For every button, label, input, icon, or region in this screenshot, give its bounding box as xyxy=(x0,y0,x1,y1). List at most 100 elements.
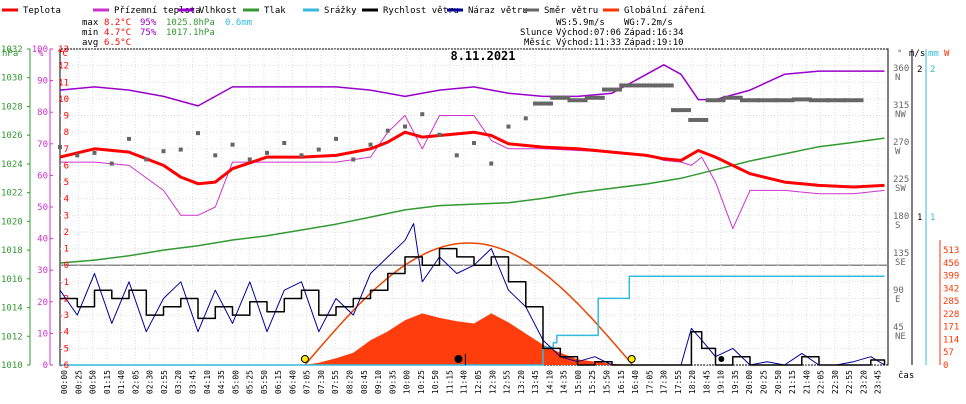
x-tick-label: 02:55 xyxy=(160,370,169,394)
legend-label: Vlhkost xyxy=(199,6,237,16)
wind-dir-mark xyxy=(653,83,674,88)
rad-tick-label: 0 xyxy=(943,361,948,371)
wind-dir-mark xyxy=(230,142,235,147)
dir-tick-label: 315 xyxy=(893,101,909,111)
dir-name-label: NE xyxy=(895,332,906,342)
wind-dir-mark xyxy=(178,147,183,152)
dir-name-label: SW xyxy=(895,184,906,194)
x-tick-label: 10:50 xyxy=(431,370,440,394)
hum-tick-label: 30 xyxy=(37,266,48,276)
wind-dir-mark xyxy=(109,161,114,166)
temp-tick-label: 0 xyxy=(64,261,69,271)
press-tick-label: 1026 xyxy=(1,131,23,141)
series-layer xyxy=(58,64,886,366)
stat-humidity: 75% xyxy=(140,28,157,38)
wind-dir-mark xyxy=(92,150,97,155)
wind-dir-mark xyxy=(757,98,778,103)
x-tick-label: 22:30 xyxy=(831,370,840,394)
wind-dir-mark xyxy=(437,132,442,137)
x-tick-label: 17:05 xyxy=(645,370,654,394)
x-tick-label: 12:30 xyxy=(488,370,497,394)
wind-dir-mark xyxy=(567,98,588,103)
sun-moon-markers xyxy=(300,354,725,365)
x-tick-label: 02:05 xyxy=(131,370,140,394)
wind-dir-mark xyxy=(420,112,425,117)
rad-tick-label: 342 xyxy=(943,284,959,294)
x-tick-label: 10:00 xyxy=(403,370,412,394)
x-tick-label: 11:40 xyxy=(460,370,469,394)
wind-dir-mark xyxy=(705,98,726,103)
stat-row-label: avg xyxy=(82,38,98,48)
x-tick-label: 09:10 xyxy=(374,370,383,394)
x-tick-label: 10:25 xyxy=(417,370,426,394)
rad-axis-unit: W xyxy=(944,49,950,59)
wind-dir-mark xyxy=(791,97,812,102)
stat-temp: 4.7°C xyxy=(104,28,131,38)
series-radiation-area xyxy=(304,313,630,365)
x-tick-label: 22:05 xyxy=(817,370,826,394)
wind-dir-mark xyxy=(403,124,407,129)
wind-dir-mark xyxy=(368,142,373,147)
sun-marker-icon xyxy=(627,355,636,363)
stat-temp: 6.5°C xyxy=(104,38,131,48)
wind-dir-mark xyxy=(265,150,269,155)
wind-dir-mark xyxy=(619,83,640,88)
wind-dir-mark xyxy=(454,153,459,158)
rain-tick-label: 2 xyxy=(930,65,935,75)
wind-dir-mark xyxy=(282,141,287,145)
rad-tick-label: 114 xyxy=(943,335,959,345)
x-axis-label: čas xyxy=(898,370,914,381)
hum-tick-label: 100 xyxy=(32,45,48,55)
stat-pressure: 1017.1hPa xyxy=(166,28,215,38)
hum-axis-unit: % xyxy=(38,49,44,59)
temp-tick-label: 11 xyxy=(58,78,69,88)
press-tick-label: 1018 xyxy=(1,246,23,256)
x-tick-label: 15:00 xyxy=(574,370,583,394)
x-tick-label: 13:45 xyxy=(531,370,540,394)
rain-tick-label: 1 xyxy=(930,213,935,223)
dir-name-label: S xyxy=(895,221,900,231)
x-tick-label: 07:55 xyxy=(331,370,340,394)
wind-dir-mark xyxy=(247,157,252,162)
x-tick-label: 18:45 xyxy=(702,370,711,394)
x-tick-label: 08:45 xyxy=(360,370,369,394)
rad-tick-label: 285 xyxy=(943,297,959,307)
temp-tick-label: 10 xyxy=(58,95,69,105)
temp-tick-label: -5 xyxy=(58,344,69,354)
x-tick-label: 01:15 xyxy=(103,370,112,394)
wind-dir-mark xyxy=(636,83,657,88)
info-moon-set: Západ:19:10 xyxy=(624,38,684,48)
x-tick-label: 06:40 xyxy=(288,370,297,394)
x-tick-label: 04:10 xyxy=(203,370,212,394)
chart-title: 8.11.2021 xyxy=(450,49,515,63)
stat-pressure: 1025.8hPa xyxy=(166,18,215,28)
x-tick-label: 04:35 xyxy=(217,370,226,394)
temp-tick-label: 9 xyxy=(64,112,69,122)
temp-tick-label: -2 xyxy=(58,294,69,304)
legend-label: Směr větru xyxy=(544,6,598,16)
press-tick-label: 1020 xyxy=(1,217,23,227)
x-tick-label: 00:50 xyxy=(89,370,98,394)
press-tick-label: 1024 xyxy=(1,160,23,170)
dir-tick-label: 270 xyxy=(893,138,909,148)
wind-dir-mark xyxy=(213,153,218,158)
hum-tick-label: 40 xyxy=(37,235,48,245)
wind-dir-mark xyxy=(826,98,847,103)
wind-dir-mark xyxy=(75,153,80,158)
series-pressure-line xyxy=(59,137,885,264)
dir-axis-unit: ° xyxy=(897,49,902,59)
hum-tick-label: 70 xyxy=(37,140,48,150)
temp-tick-label: -3 xyxy=(58,311,69,321)
rad-tick-label: 399 xyxy=(943,272,959,282)
wind-tick-label: 2 xyxy=(917,65,922,75)
wind-dir-mark xyxy=(550,95,571,100)
x-tick-label: 09:35 xyxy=(388,370,397,394)
hum-tick-label: 20 xyxy=(37,298,48,308)
x-tick-label: 17:30 xyxy=(660,370,669,394)
dir-name-label: E xyxy=(895,295,900,305)
wind-dir-mark xyxy=(58,145,62,150)
wind-tick-label: 1 xyxy=(917,213,922,223)
x-tick-label: 03:20 xyxy=(174,370,183,394)
x-tick-label: 05:50 xyxy=(260,370,269,394)
